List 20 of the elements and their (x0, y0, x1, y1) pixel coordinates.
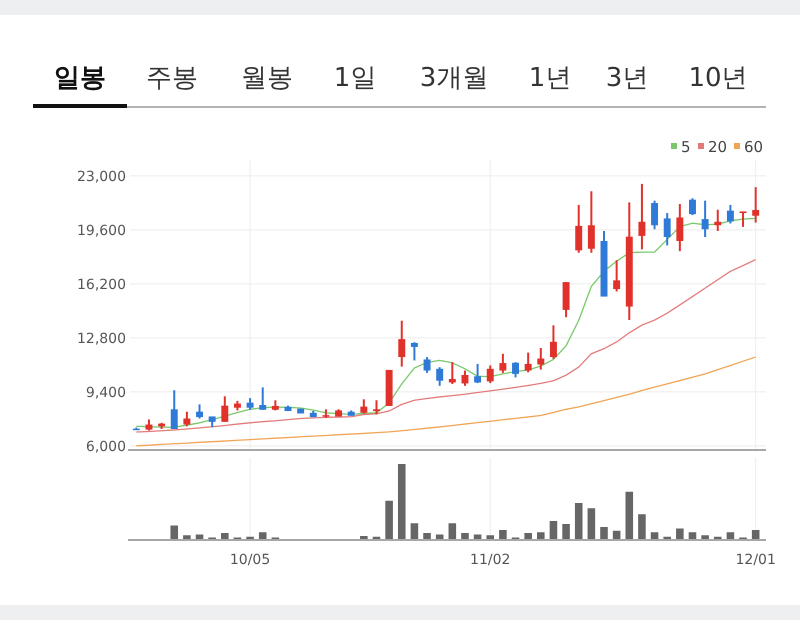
y-tick-label: 12,800 (77, 330, 126, 347)
text: 10년 (688, 63, 748, 93)
x-tick-label: 10/05 (230, 552, 270, 568)
text: 주봉 (146, 63, 198, 93)
y-tick-label: 9,400 (86, 384, 126, 401)
legend-label: 20 (708, 138, 728, 156)
text: 1일 (334, 63, 376, 93)
x-tick-label: 11/02 (470, 552, 510, 568)
text: 3년 (606, 63, 648, 93)
text: 일봉 (54, 63, 106, 93)
legend-label: 5 (681, 138, 691, 156)
text: 3개월 (420, 63, 488, 93)
text: 월봉 (241, 63, 293, 93)
y-tick-label: 16,200 (77, 276, 126, 293)
text: 1년 (528, 63, 572, 93)
legend-label: 60 (744, 138, 764, 156)
y-tick-label: 19,600 (77, 222, 126, 239)
y-tick-label: 23,000 (77, 168, 126, 185)
y-tick-label: 6,000 (86, 438, 126, 455)
x-tick-label: 12/01 (736, 552, 776, 568)
